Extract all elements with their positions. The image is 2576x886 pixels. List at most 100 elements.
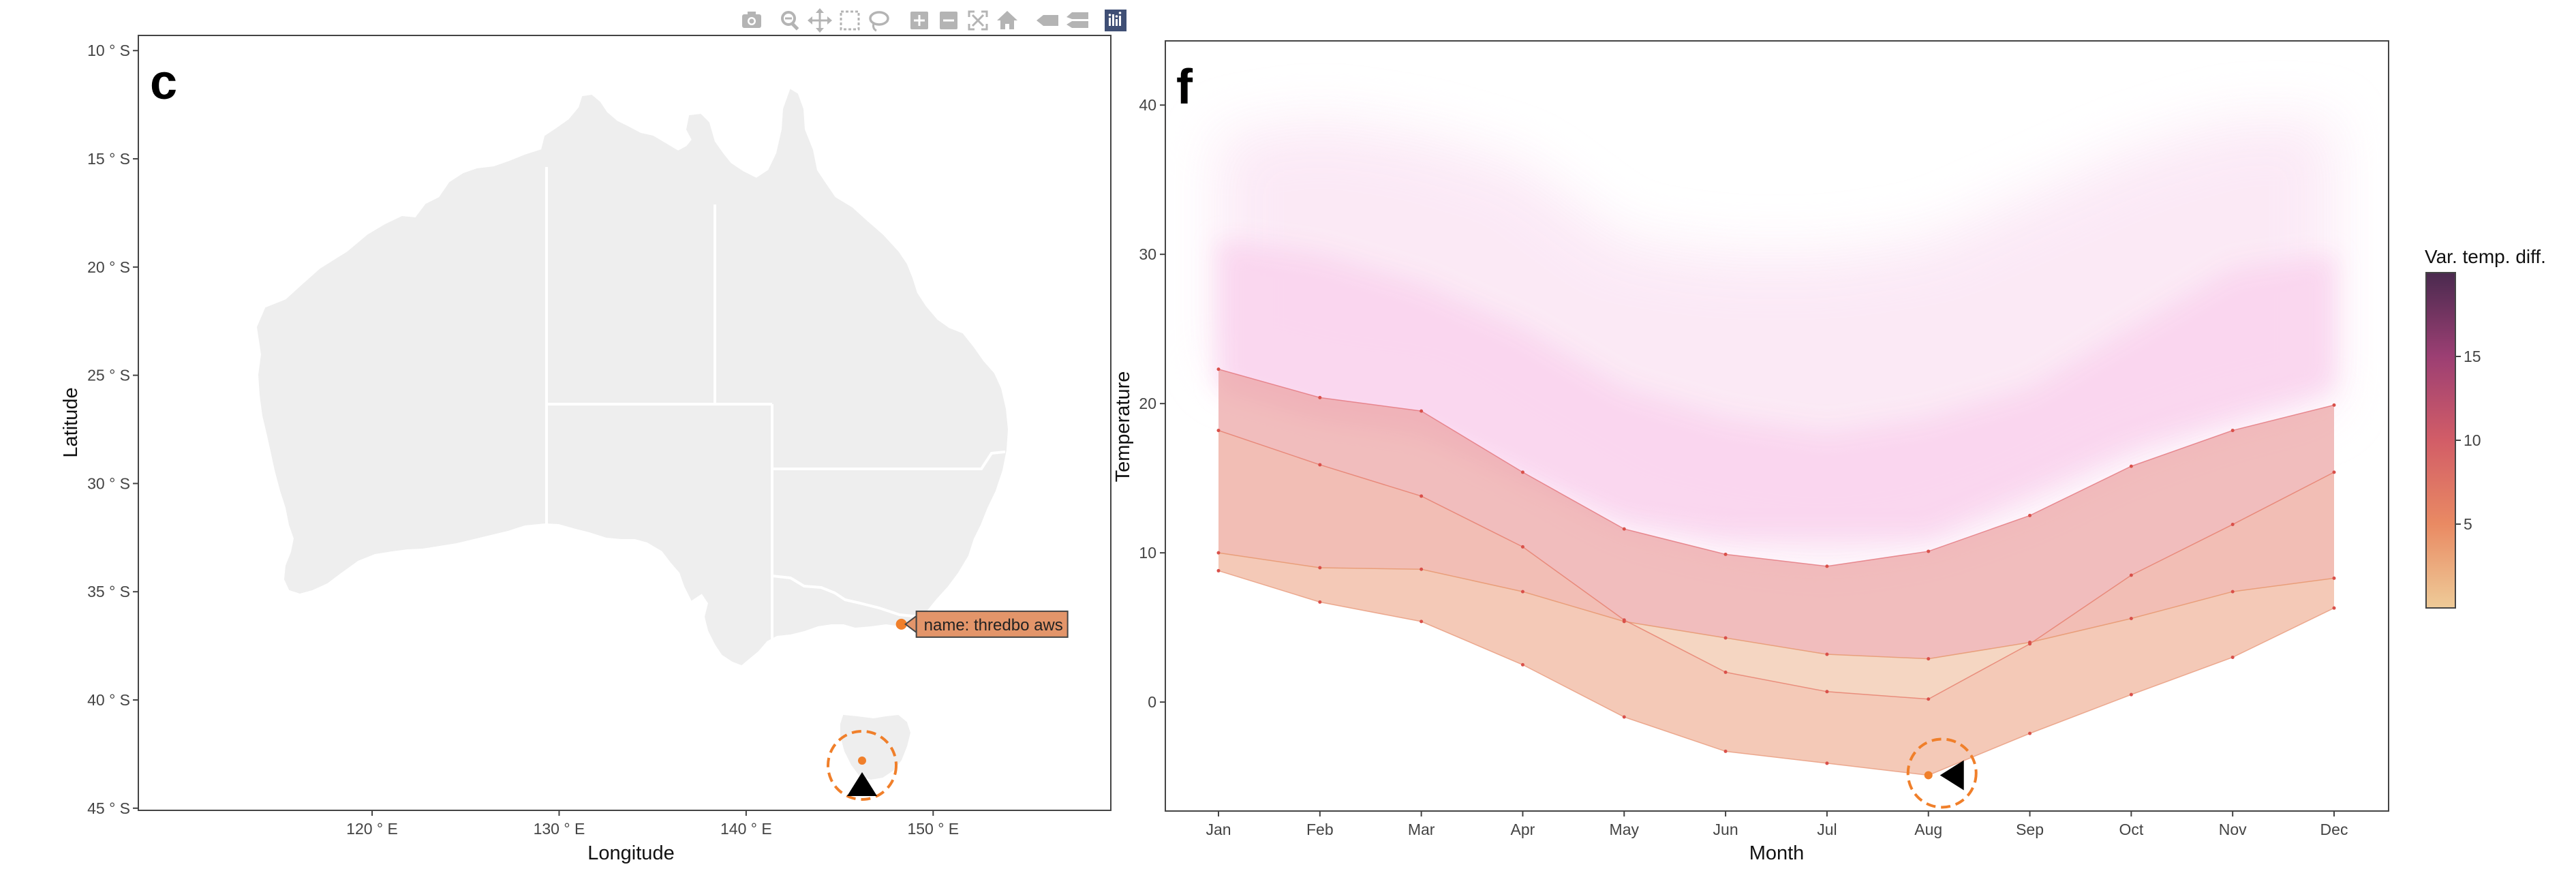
autoscale-icon[interactable]: Autoscale	[968, 10, 988, 31]
temp-y-tick-label: 20	[1139, 395, 1156, 412]
data-point[interactable]	[1216, 367, 1221, 371]
data-point[interactable]	[2332, 470, 2336, 474]
map-y-axis: 10 ° S 15 ° S 20 ° S 25 ° S 30 ° S 35 ° S 40 °…	[87, 42, 138, 817]
panel-label-f: f	[1176, 60, 1193, 114]
temperature-bands	[1218, 369, 2334, 776]
plotly-logo-icon[interactable]: Produced with Plotly	[1105, 10, 1126, 31]
temp-x-tick-label: Nov	[2219, 821, 2247, 838]
map-x-tick-label: 140 ° E	[720, 820, 772, 838]
box-select-icon[interactable]: Box Select	[840, 10, 860, 31]
hover-closest-icon[interactable]: Show closest data on hover	[1037, 15, 1058, 26]
colorbar-ticks: 5 10 15	[2455, 348, 2481, 533]
temp-x-tick-label: Jan	[1206, 821, 1231, 838]
highlight-point[interactable]	[1924, 771, 1933, 780]
zoom-in-icon[interactable]: Zoom in	[910, 12, 928, 29]
map-y-tick-label: 15 ° S	[87, 150, 130, 168]
data-point[interactable]	[1825, 761, 1829, 765]
map-y-tick-label: 25 ° S	[87, 367, 130, 384]
panel-label-c: c	[150, 55, 177, 110]
data-point[interactable]	[2129, 617, 2133, 620]
data-point[interactable]	[1318, 395, 1322, 399]
temp-x-tick-label: Oct	[2119, 821, 2143, 838]
data-point[interactable]	[1723, 552, 1728, 556]
data-point[interactable]	[1420, 567, 1424, 571]
tooltip-box	[915, 610, 1069, 638]
map-y-tick-label: 40 ° S	[87, 691, 130, 709]
series-line-3	[1218, 429, 2335, 700]
data-point[interactable]	[2230, 655, 2235, 659]
hover-compare-icon[interactable]: Compare data on hover	[1067, 12, 1088, 28]
map-y-tick-label: 10 ° S	[87, 42, 130, 59]
station-point-tasmania[interactable]	[858, 756, 867, 765]
data-point[interactable]	[2028, 642, 2032, 646]
data-point[interactable]	[2332, 576, 2336, 580]
temp-x-tick-label: Jul	[1817, 821, 1837, 838]
colorbar-gradient[interactable]	[2425, 272, 2456, 609]
data-point[interactable]	[1723, 636, 1728, 640]
data-point[interactable]	[1420, 494, 1424, 498]
data-point[interactable]	[1520, 662, 1524, 667]
data-point[interactable]	[1723, 670, 1728, 674]
data-point[interactable]	[1622, 715, 1626, 719]
data-point[interactable]	[1318, 566, 1322, 570]
temp-x-tick-label: Mar	[1408, 821, 1435, 838]
data-point[interactable]	[1318, 463, 1322, 467]
data-point[interactable]	[1927, 549, 1931, 553]
temp-x-tick-label: Sep	[2016, 821, 2044, 838]
data-point[interactable]	[1825, 564, 1829, 568]
data-point[interactable]	[1520, 545, 1524, 549]
temperature-y-axis: 0 10 20 30 40	[1139, 96, 1165, 711]
station-point-thredbo[interactable]	[895, 618, 907, 630]
data-point[interactable]	[2028, 731, 2032, 735]
lasso-select-icon[interactable]: Lasso Select	[869, 11, 889, 32]
data-point[interactable]	[1927, 657, 1931, 661]
data-point[interactable]	[2230, 429, 2235, 433]
colorbar-tick-label: 10	[2464, 431, 2481, 449]
map-y-tick-label: 45 ° S	[87, 799, 130, 817]
data-point[interactable]	[1622, 527, 1626, 531]
data-point[interactable]	[1216, 568, 1221, 572]
data-point[interactable]	[2332, 606, 2336, 610]
temp-y-tick-label: 0	[1148, 693, 1156, 711]
data-point[interactable]	[2230, 590, 2235, 594]
data-point[interactable]	[1825, 652, 1829, 656]
temperature-x-axis-title: Month	[1749, 842, 1805, 864]
data-point[interactable]	[1927, 697, 1931, 701]
hover-tooltip: name: thredbo aws	[904, 610, 1069, 638]
data-point[interactable]	[2230, 523, 2235, 527]
data-point[interactable]	[1318, 600, 1322, 604]
data-point[interactable]	[2129, 464, 2133, 468]
temperature-highlight-layer	[1906, 737, 1978, 809]
reset-axes-icon[interactable]: Reset axes	[997, 11, 1017, 29]
state-borders	[545, 167, 1006, 654]
temp-x-tick-label: May	[1610, 821, 1640, 838]
data-point[interactable]	[2028, 513, 2032, 517]
colorbar: Var. temp. diff. 5 10 15	[2425, 246, 2546, 609]
data-point[interactable]	[1825, 690, 1829, 694]
highlight-circle	[1906, 737, 1978, 809]
data-point[interactable]	[1216, 429, 1221, 433]
data-point[interactable]	[2129, 573, 2133, 577]
data-point[interactable]	[1420, 620, 1424, 624]
data-point[interactable]	[1216, 551, 1221, 555]
pan-icon[interactable]: Pan	[808, 8, 832, 33]
temp-x-tick-label: Aug	[1914, 821, 1942, 838]
temp-x-tick-label: Jun	[1713, 821, 1738, 838]
zoom-icon[interactable]: Zoom	[781, 11, 799, 31]
data-point[interactable]	[2129, 692, 2133, 697]
data-point[interactable]	[1723, 749, 1728, 753]
data-point[interactable]	[1520, 590, 1524, 594]
data-point[interactable]	[1622, 618, 1626, 622]
data-point[interactable]	[1520, 470, 1524, 474]
zoom-out-icon[interactable]: Zoom out	[940, 12, 957, 29]
map-x-axis-title: Longitude	[587, 842, 674, 864]
pointer-arrow-left-icon	[1939, 760, 1964, 791]
map-y-tick-label: 20 ° S	[87, 258, 130, 276]
camera-icon[interactable]: Download plot as a png	[742, 12, 761, 28]
data-point[interactable]	[1420, 409, 1424, 413]
data-point[interactable]	[2332, 403, 2336, 407]
series-line-2	[1218, 552, 2335, 660]
map-points-layer: name: thredbo aws	[827, 610, 1069, 801]
map-x-axis: 120 ° E 130 ° E 140 ° E 150 ° E	[346, 810, 959, 838]
highlight-circle	[827, 729, 898, 801]
